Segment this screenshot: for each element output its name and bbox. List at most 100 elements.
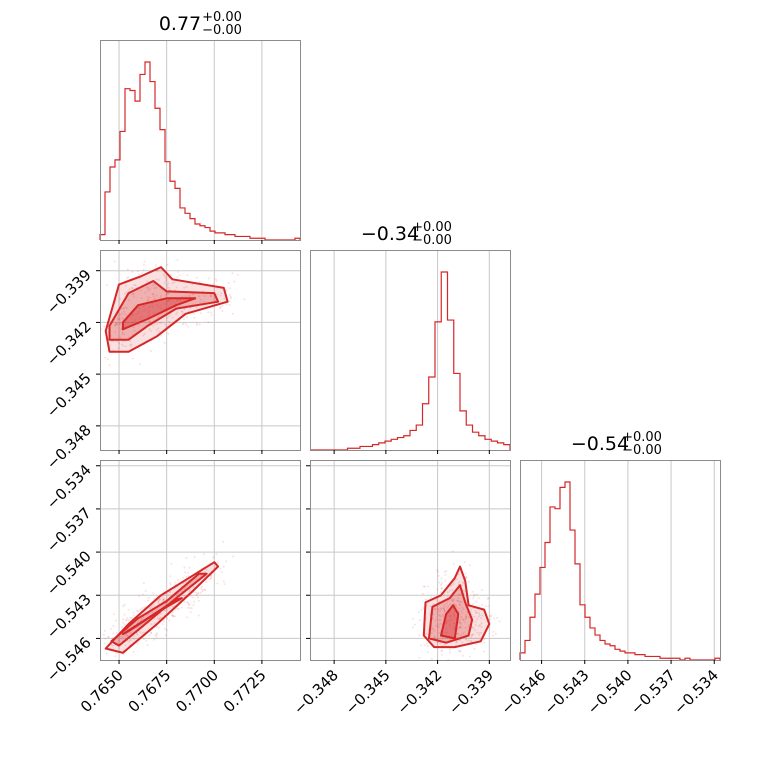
scatter-point: [436, 625, 439, 628]
scatter-point: [185, 316, 188, 319]
scatter-point: [472, 627, 475, 630]
scatter-point: [460, 666, 462, 668]
scatter-point: [421, 592, 424, 595]
scatter-point: [169, 575, 172, 578]
x-tick-label: −0.546: [497, 666, 549, 718]
scatter-point: [115, 322, 118, 325]
scatter-point: [196, 596, 199, 599]
scatter-point: [464, 613, 467, 616]
scatter-point: [157, 316, 160, 319]
contour-level-0-5: [121, 597, 183, 636]
scatter-point: [145, 308, 147, 311]
scatter-point: [452, 612, 455, 615]
scatter-point: [158, 618, 161, 621]
scatter-point: [429, 604, 432, 607]
scatter-point: [494, 632, 497, 635]
scatter-point: [139, 363, 142, 366]
scatter-point: [138, 273, 141, 276]
scatter-point: [161, 623, 164, 625]
scatter-point: [418, 619, 421, 622]
scatter-panel-0: [96, 250, 301, 454]
scatter-point: [440, 587, 443, 590]
scatter-point: [119, 313, 122, 316]
scatter-point: [430, 657, 433, 660]
scatter-point: [162, 598, 165, 601]
scatter-point: [121, 312, 124, 315]
contour-level-1-5: [104, 561, 220, 654]
scatter-point: [149, 329, 152, 332]
scatter-point: [430, 596, 433, 598]
scatter-point: [443, 604, 446, 607]
scatter-point: [471, 634, 474, 637]
scatter-point: [219, 567, 222, 570]
scatter-point: [498, 620, 501, 623]
scatter-point: [462, 618, 465, 621]
scatter-point: [147, 315, 150, 318]
scatter-point: [483, 638, 486, 641]
scatter-point: [419, 644, 422, 647]
scatter-point: [153, 622, 156, 625]
scatter-point: [464, 618, 467, 621]
scatter-point: [173, 281, 176, 284]
scatter-point: [475, 611, 478, 614]
panel-frame: [100, 460, 301, 661]
scatter-point: [202, 300, 205, 303]
scatter-point: [422, 607, 425, 610]
scatter-point: [132, 292, 135, 295]
scatter-point: [449, 615, 452, 618]
scatter-point: [436, 569, 439, 571]
scatter-point: [483, 642, 486, 644]
scatter-point: [140, 618, 143, 621]
scatter-point: [123, 325, 126, 328]
scatter-point: [129, 616, 132, 619]
scatter-point: [459, 615, 462, 618]
scatter-point: [205, 581, 208, 584]
scatter-point: [459, 625, 462, 628]
scatter-point: [169, 299, 172, 302]
scatter-point: [438, 625, 441, 628]
scatter-point: [151, 305, 154, 308]
scatter-point: [489, 614, 492, 617]
scatter-point: [200, 585, 203, 588]
scatter-point: [119, 336, 122, 339]
scatter-point: [168, 315, 171, 317]
panel-title-minus: −0.00: [202, 23, 242, 38]
scatter-point: [162, 308, 165, 311]
scatter-point: [137, 625, 140, 628]
scatter-point: [443, 606, 446, 609]
scatter-point: [142, 334, 145, 337]
scatter-point: [446, 591, 449, 594]
scatter-point: [131, 287, 134, 290]
scatter-point: [136, 633, 139, 636]
scatter-point: [165, 602, 168, 605]
scatter-point: [150, 350, 152, 353]
scatter-point: [157, 601, 160, 604]
histogram-steps: [310, 271, 511, 451]
scatter-point: [172, 300, 175, 303]
scatter-point: [162, 599, 165, 602]
scatter-point: [467, 625, 470, 628]
scatter-point: [491, 634, 494, 637]
scatter-point: [462, 632, 465, 635]
scatter-point: [465, 637, 468, 640]
scatter-panel-2: [306, 460, 511, 668]
scatter-point: [195, 306, 198, 309]
scatter-point: [158, 322, 161, 324]
x-tick-label: −0.339: [445, 666, 497, 718]
scatter-point: [108, 364, 111, 367]
x-tick-label: 0.7700: [172, 666, 222, 716]
scatter-point: [160, 616, 163, 619]
scatter-point: [458, 601, 461, 604]
scatter-point: [176, 259, 179, 261]
scatter-point: [229, 297, 232, 300]
scatter-point: [191, 293, 194, 296]
scatter-point: [456, 632, 459, 635]
scatter-point: [154, 264, 157, 267]
scatter-point: [451, 550, 454, 553]
scatter-point: [155, 636, 158, 639]
scatter-point: [154, 634, 157, 637]
scatter-point: [156, 270, 159, 273]
scatter-point: [184, 295, 187, 298]
scatter-point: [157, 600, 160, 603]
scatter-point: [136, 632, 138, 635]
